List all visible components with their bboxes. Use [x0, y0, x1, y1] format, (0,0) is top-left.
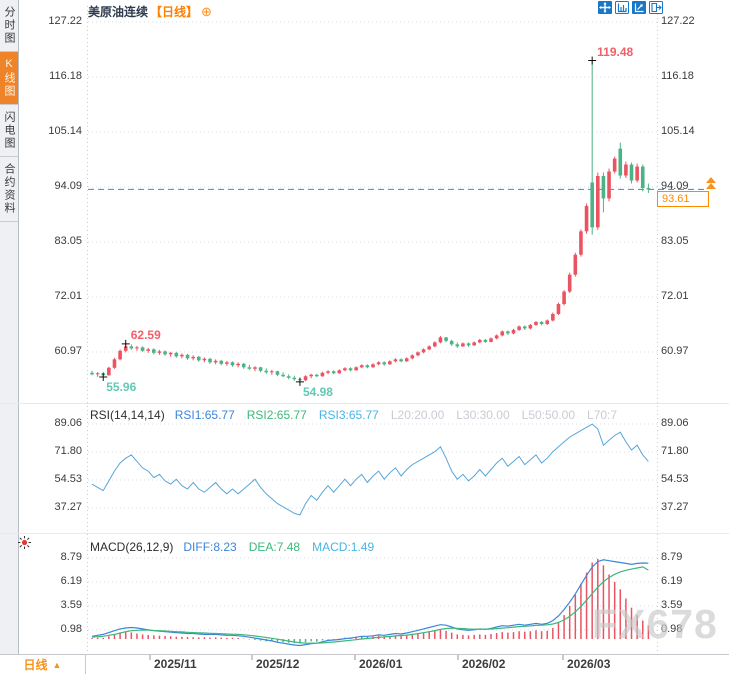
- x-axis-label: 2025/11: [154, 657, 197, 671]
- y-axis-label: 116.18: [49, 69, 82, 82]
- exit-icon[interactable]: [649, 1, 663, 14]
- tab-contract-info[interactable]: 合约资料: [0, 157, 18, 222]
- chart-title: 美原油连续 【日线】 ⊕: [88, 3, 212, 20]
- macd-macd-value: MACD:1.49: [312, 540, 375, 554]
- price-annotation: 119.48: [597, 44, 634, 59]
- y-axis-label: 54.53: [661, 473, 689, 485]
- y-axis-label: 116.18: [661, 69, 694, 82]
- rsi-l20: L20:20.00: [390, 408, 445, 422]
- rsi3-value: RSI3:65.77: [318, 408, 379, 422]
- period-tag: 【日线】: [150, 5, 199, 19]
- x-axis-label: 2026/02: [462, 657, 506, 671]
- rsi-l50: L50:50.00: [521, 408, 576, 422]
- y-axis-label: 60.97: [54, 345, 82, 357]
- rsi-title: RSI(14,14,14): [90, 408, 165, 422]
- panel-separator: [0, 403, 729, 404]
- y-axis-label: 83.05: [54, 235, 82, 248]
- price-annotation: 54.98: [302, 384, 333, 399]
- y-axis-label: 72.01: [661, 290, 689, 302]
- scroll-latest-button[interactable]: [705, 176, 717, 190]
- y-axis-label: 3.59: [661, 598, 683, 611]
- y-axis-label: 3.59: [60, 598, 82, 611]
- rsi-l70: L70:7: [587, 408, 618, 422]
- axis-separator: [0, 654, 729, 655]
- last-price-box: 93.61: [657, 191, 709, 207]
- y-axis-label: 94.09: [54, 180, 82, 193]
- tab-kline-chart[interactable]: K线图: [0, 52, 18, 105]
- period-label: 日线: [23, 658, 48, 672]
- price-annotation: 55.96: [106, 379, 137, 394]
- price-annotation: 62.59: [130, 327, 161, 342]
- zoom-in-icon[interactable]: ⊕: [201, 4, 212, 19]
- x-axis-label: 2026/03: [567, 657, 611, 671]
- tab-flash-chart[interactable]: 闪电图: [0, 105, 18, 157]
- y-axis-label: 89.06: [54, 417, 82, 429]
- y-axis-label: 89.06: [661, 417, 689, 429]
- y-axis-label: 0.98: [60, 623, 82, 635]
- chart-toolbar: [598, 1, 663, 14]
- y-axis-label: 6.19: [60, 574, 82, 587]
- macd-title: MACD(26,12,9): [90, 540, 174, 554]
- y-axis-label: 8.79: [661, 551, 683, 563]
- y-axis-label: 6.19: [661, 574, 683, 587]
- pan-crosshair-icon[interactable]: [598, 1, 612, 14]
- y-axis-label: 94.09: [661, 180, 689, 193]
- y-axis-label: 37.27: [54, 501, 82, 513]
- period-selector[interactable]: 日线 ▲: [0, 655, 86, 674]
- y-axis-label: 54.53: [54, 473, 82, 485]
- y-axis-label: 105.14: [48, 124, 82, 137]
- y-axis-label: 127.22: [48, 15, 82, 27]
- axis-scale-icon[interactable]: [615, 1, 629, 14]
- symbol-name: 美原油连续: [88, 5, 149, 19]
- y-axis-label: 105.14: [661, 124, 695, 137]
- rsi1-value: RSI1:65.77: [174, 408, 235, 422]
- y-axis-label: 0.98: [661, 623, 683, 635]
- y-axis-label: 127.22: [661, 15, 695, 27]
- axis-arrow-icon[interactable]: [632, 1, 646, 14]
- y-axis-label: 8.79: [60, 551, 82, 563]
- tab-time-chart[interactable]: 分时图: [0, 0, 18, 52]
- rsi-header: RSI(14,14,14) RSI1:65.77 RSI2:65.77 RSI3:65…: [90, 408, 617, 422]
- y-axis-label: 71.80: [661, 444, 689, 457]
- period-up-arrow: ▲: [52, 659, 62, 670]
- y-axis-label: 83.05: [661, 235, 689, 248]
- y-axis-label: 71.80: [54, 444, 82, 457]
- rsi-l30: L30:30.00: [456, 408, 510, 422]
- sidebar: 分时图 K线图 闪电图 合约资料: [0, 0, 19, 655]
- y-axis-label: 72.01: [54, 290, 82, 302]
- macd-header: MACD(26,12,9) DIFF:8.23 DEA:7.48 MACD:1.49: [90, 540, 374, 554]
- macd-dea-value: DEA:7.48: [248, 540, 301, 554]
- rsi2-value: RSI2:65.77: [246, 408, 307, 422]
- macd-diff-value: DIFF:8.23: [183, 540, 237, 554]
- y-axis-label: 60.97: [661, 345, 689, 357]
- y-axis-label: 37.27: [661, 501, 689, 513]
- x-axis-label: 2026/01: [359, 657, 403, 671]
- indicator-sun-icon[interactable]: [18, 536, 31, 549]
- panel-separator: [0, 533, 729, 534]
- x-axis-label: 2025/12: [256, 657, 300, 671]
